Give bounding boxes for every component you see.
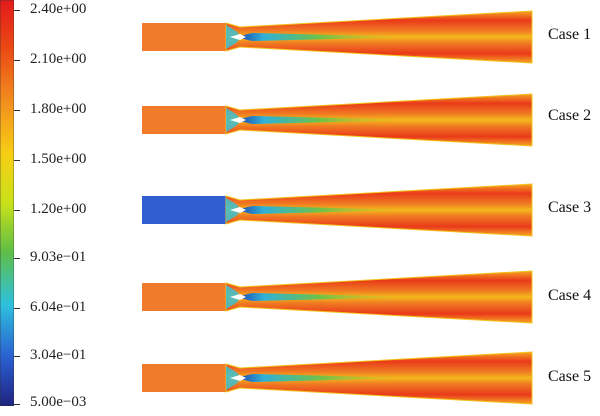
core-flow [236, 293, 420, 301]
colorbar-label: 6.04e−01 [30, 299, 87, 315]
colorbar-tick [14, 308, 20, 309]
colorbar-label: 1.80e+00 [30, 101, 87, 117]
colorbar-label: 5.00e−03 [30, 394, 87, 410]
throat-spike [230, 375, 246, 381]
colorbar-label: 3.04e−01 [30, 347, 87, 363]
throat-spike [230, 207, 246, 213]
inlet-section [142, 283, 226, 311]
nozzle-contour-plot [142, 10, 533, 64]
case-label: Case 5 [548, 368, 592, 385]
colorbar-tick [14, 404, 20, 405]
colorbar-label: 1.20e+00 [30, 201, 87, 217]
nozzle-contour-plot [142, 93, 533, 147]
core-flow [236, 206, 420, 214]
colorbar-tick [14, 210, 20, 211]
case-label: Case 2 [548, 107, 592, 124]
case-label: Case 3 [548, 199, 592, 216]
colorbar [0, 0, 14, 406]
throat-spike [230, 117, 246, 123]
colorbar-label: 1.50e+00 [30, 151, 87, 167]
nozzle-contour-plot [142, 351, 533, 405]
colorbar-tick [14, 356, 20, 357]
colorbar-tick [14, 10, 20, 11]
colorbar-tick [14, 160, 20, 161]
case-label: Case 1 [548, 26, 592, 43]
inlet-section [142, 106, 226, 134]
throat-spike [230, 294, 246, 300]
core-flow [236, 116, 420, 124]
colorbar-tick [14, 258, 20, 259]
nozzle-contour-plot [142, 270, 533, 324]
colorbar-tick [14, 110, 20, 111]
colorbar-label: 2.10e+00 [30, 51, 87, 67]
case-label: Case 4 [548, 287, 592, 304]
colorbar-label: 2.40e+00 [30, 1, 87, 17]
core-flow [236, 33, 420, 41]
core-flow [236, 374, 420, 382]
inlet-section [142, 23, 226, 51]
throat-spike [230, 34, 246, 40]
colorbar-label: 9.03e−01 [30, 249, 87, 265]
colorbar-tick [14, 60, 20, 61]
nozzle-contour-plot [142, 183, 533, 237]
inlet-section [142, 364, 226, 392]
inlet-section [142, 196, 226, 224]
